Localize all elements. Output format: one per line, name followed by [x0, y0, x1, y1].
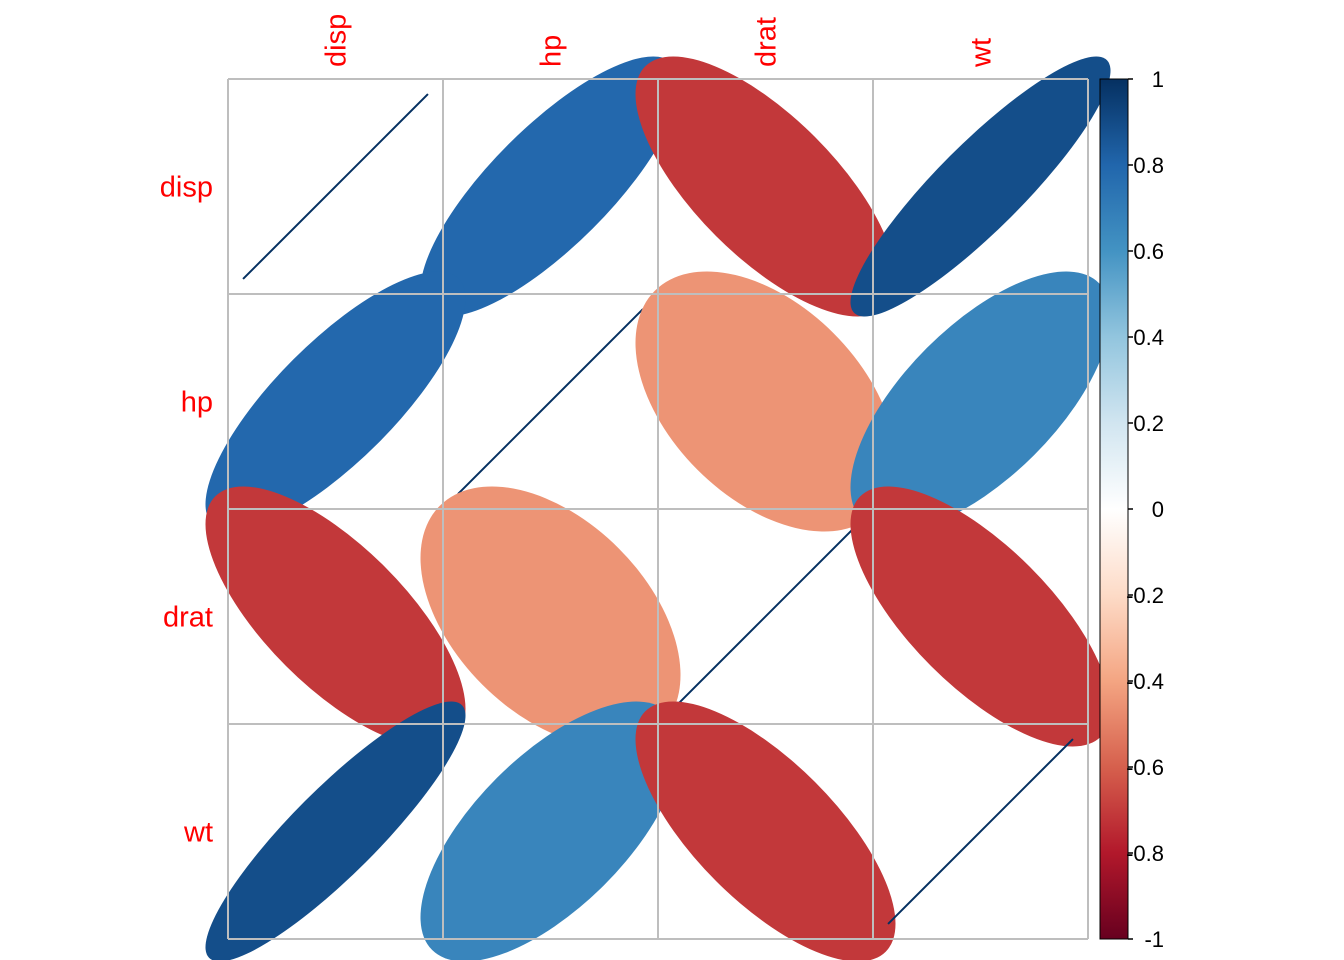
ellipse-wt-disp: [205, 701, 466, 960]
row-label-drat: drat: [163, 602, 213, 634]
row-label-wt: wt: [183, 817, 213, 849]
col-label-disp: disp: [321, 14, 353, 67]
cells-layer: [205, 56, 1111, 960]
colorbar-tick-label: -0.2: [1126, 583, 1164, 608]
ellipse-drat-disp: [205, 486, 466, 747]
col-label-hp: hp: [536, 35, 568, 67]
ellipse-drat-drat: [672, 523, 859, 710]
grid-layer: [227, 78, 1089, 940]
colorbar-tick-label: 0.6: [1133, 239, 1164, 264]
ellipse-drat-wt: [850, 486, 1111, 747]
colorbar-tick-label: 0: [1152, 497, 1164, 522]
ellipse-hp-disp: [205, 271, 466, 532]
ellipse-wt-hp: [420, 701, 681, 960]
col-label-drat: drat: [751, 17, 783, 67]
color-legend: 1 0.8 0.6 0.4 0.2 0 -0.2 -0.4 -0.6 -0.8 -1: [1099, 67, 1164, 952]
colorbar-tick-label: 0.8: [1133, 153, 1164, 178]
ellipse-hp-wt: [850, 271, 1111, 532]
row-labels: disp hp drat wt: [160, 172, 213, 849]
row-label-disp: disp: [160, 172, 213, 204]
column-labels: disp hp drat wt: [321, 14, 998, 68]
colorbar-tick-label: -0.6: [1126, 755, 1164, 780]
row-label-hp: hp: [181, 387, 213, 419]
ellipse-drat-hp: [420, 486, 681, 747]
ellipse-wt-drat: [635, 701, 896, 960]
colorbar-gradient: [1099, 78, 1129, 940]
colorbar-tick-label: 1: [1152, 67, 1164, 92]
ellipse-disp-hp: [420, 56, 681, 317]
colorbar-tick-label: -1: [1144, 927, 1164, 952]
colorbar-tick-label: -0.8: [1126, 841, 1164, 866]
ellipse-hp-drat: [635, 271, 896, 532]
ellipse-disp-disp: [242, 93, 429, 280]
ellipse-hp-hp: [457, 308, 644, 495]
ellipse-disp-wt: [850, 56, 1111, 317]
colorbar-tick-label: 0.4: [1133, 325, 1164, 350]
ellipse-disp-drat: [635, 56, 896, 317]
colorbar-tick-label: 0.2: [1133, 411, 1164, 436]
ellipse-wt-wt: [887, 738, 1074, 925]
col-label-wt: wt: [966, 38, 998, 68]
colorbar-tick-label: -0.4: [1126, 669, 1164, 694]
